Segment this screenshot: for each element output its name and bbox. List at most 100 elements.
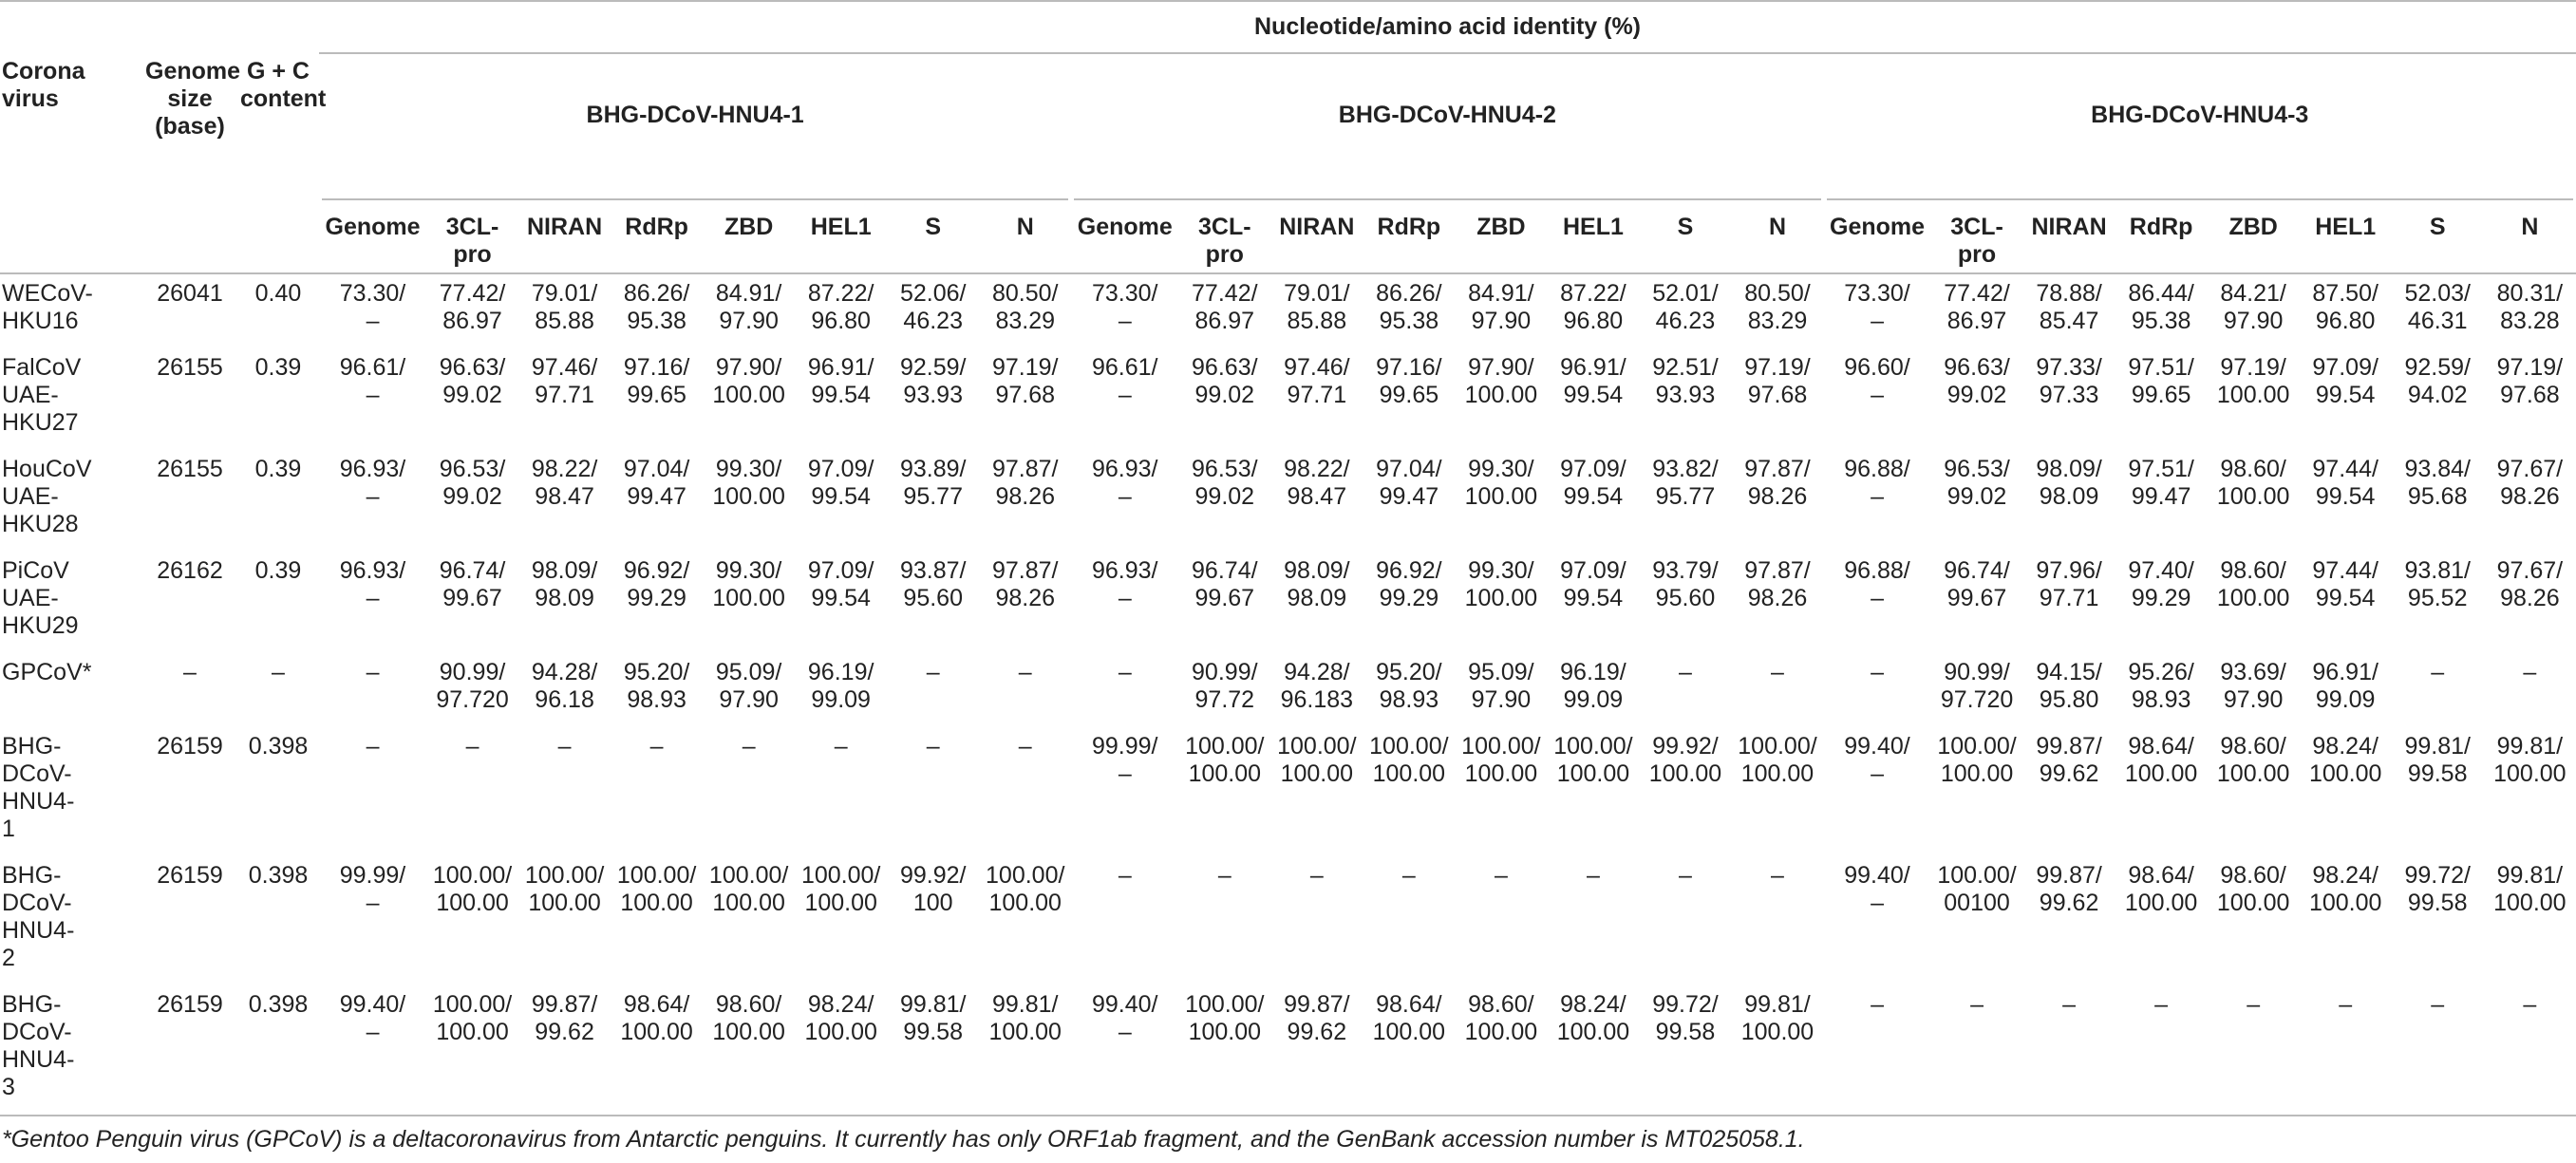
subcolumn-header: NIRAN: [518, 200, 611, 273]
cell: 79.01/ 85.88: [518, 273, 611, 348]
cell: 99.99/ –: [319, 856, 426, 985]
cell: 99.81/ 99.58: [2392, 727, 2484, 856]
subcolumn-header: NIRAN: [2023, 200, 2115, 273]
cell: 93.87/ 95.60: [887, 552, 979, 653]
subcolumn-header: RdRp: [2115, 200, 2208, 273]
group-header: BHG-DCoV-HNU4-1: [319, 54, 1071, 200]
cell: 52.03/ 46.31: [2392, 273, 2484, 348]
cell: 96.74/ 99.67: [1178, 552, 1270, 653]
cell: 95.26/ 98.93: [2115, 653, 2208, 727]
cell: –: [2484, 985, 2576, 1116]
cell: –: [1270, 856, 1363, 985]
cell: 100.00/ 00100: [1931, 856, 2023, 985]
spacer: [237, 200, 319, 273]
cell: –: [887, 653, 979, 727]
cell: 26155: [142, 348, 237, 450]
virus-name: HouCoV UAE- HKU28: [0, 450, 142, 552]
cell: 86.26/ 95.38: [611, 273, 703, 348]
cell: 97.67/ 98.26: [2484, 450, 2576, 552]
cell: –: [979, 653, 1071, 727]
cell: 97.51/ 99.65: [2115, 348, 2208, 450]
cell: 99.92/ 100.00: [1639, 727, 1731, 856]
cell: 97.51/ 99.47: [2115, 450, 2208, 552]
cell: 84.91/ 97.90: [703, 273, 795, 348]
subcolumn-header: ZBD: [1455, 200, 1547, 273]
cell: 95.09/ 97.90: [703, 653, 795, 727]
cell: 97.09/ 99.54: [795, 450, 887, 552]
cell: 100.00/ 100.00: [1547, 727, 1639, 856]
spacer: [142, 200, 237, 273]
cell: 97.09/ 99.54: [795, 552, 887, 653]
cell: 77.42/ 86.97: [1178, 273, 1270, 348]
cell: 97.33/ 97.33: [2023, 348, 2115, 450]
spacer: [142, 1, 237, 54]
subcolumn-header: RdRp: [1363, 200, 1455, 273]
cell: 96.93/ –: [319, 552, 426, 653]
cell: 96.91/ 99.54: [795, 348, 887, 450]
cell: 97.90/ 100.00: [1455, 348, 1547, 450]
cell: 99.99/ –: [1071, 727, 1178, 856]
cell: –: [2023, 985, 2115, 1116]
cell: 100.00/ 100.00: [979, 856, 1071, 985]
cell: 99.72/ 99.58: [2392, 856, 2484, 985]
cell: 93.84/ 95.68: [2392, 450, 2484, 552]
cell: –: [2484, 653, 2576, 727]
cell: 73.30/ –: [319, 273, 426, 348]
subcolumn-header: 3CL- pro: [1178, 200, 1270, 273]
cell: 96.93/ –: [1071, 450, 1178, 552]
cell: 99.30/ 100.00: [703, 552, 795, 653]
cell: 0.39: [237, 348, 319, 450]
cell: –: [1639, 856, 1731, 985]
cell: 99.81/ 100.00: [2484, 727, 2576, 856]
group-header: BHG-DCoV-HNU4-2: [1071, 54, 1823, 200]
cell: 73.30/ –: [1071, 273, 1178, 348]
cell: 97.67/ 98.26: [2484, 552, 2576, 653]
cell: 100.00/ 100.00: [426, 856, 518, 985]
cell: 99.81/ 100.00: [2484, 856, 2576, 985]
cell: 94.15/ 95.80: [2023, 653, 2115, 727]
cell: 98.64/ 100.00: [2115, 727, 2208, 856]
subcolumn-header: NIRAN: [1270, 200, 1363, 273]
cell: 96.61/ –: [1071, 348, 1178, 450]
cell: 98.60/ 100.00: [2208, 450, 2300, 552]
cell: 93.81/ 95.52: [2392, 552, 2484, 653]
cell: 97.09/ 99.54: [1547, 552, 1639, 653]
cell: 0.39: [237, 450, 319, 552]
virus-name: PiCoV UAE- HKU29: [0, 552, 142, 653]
cell: –: [2300, 985, 2392, 1116]
spacer: [0, 1, 142, 54]
cell: 0.398: [237, 856, 319, 985]
cell: 99.81/ 100.00: [979, 985, 1071, 1116]
cell: 97.87/ 98.26: [979, 450, 1071, 552]
cell: –: [703, 727, 795, 856]
subcolumn-header: N: [979, 200, 1071, 273]
cell: 99.92/ 100: [887, 856, 979, 985]
cell: 97.46/ 97.71: [1270, 348, 1363, 450]
subcolumn-header: Genome: [1071, 200, 1178, 273]
cell: 97.04/ 99.47: [611, 450, 703, 552]
cell: 100.00/ 100.00: [703, 856, 795, 985]
cell: 99.81/ 99.58: [887, 985, 979, 1116]
cell: 26159: [142, 727, 237, 856]
cell: 97.09/ 99.54: [2300, 348, 2392, 450]
subcolumn-header: HEL1: [2300, 200, 2392, 273]
virus-name: BHG- DCoV- HNU4- 3: [0, 985, 142, 1116]
cell: 77.42/ 86.97: [1931, 273, 2023, 348]
cell: 0.39: [237, 552, 319, 653]
cell: 99.87/ 99.62: [1270, 985, 1363, 1116]
cell: 86.26/ 95.38: [1363, 273, 1455, 348]
cell: 73.30/ –: [1824, 273, 1931, 348]
cell: 98.24/ 100.00: [1547, 985, 1639, 1116]
cell: 97.46/ 97.71: [518, 348, 611, 450]
column-header: Corona virus: [0, 54, 142, 200]
cell: 90.99/ 97.72: [1178, 653, 1270, 727]
cell: 100.00/ 100.00: [1270, 727, 1363, 856]
cell: 98.24/ 100.00: [795, 985, 887, 1116]
cell: 97.90/ 100.00: [703, 348, 795, 450]
cell: 97.16/ 99.65: [1363, 348, 1455, 450]
cell: 96.88/ –: [1824, 552, 1931, 653]
cell: 96.61/ –: [319, 348, 426, 450]
cell: 97.19/ 100.00: [2208, 348, 2300, 450]
cell: 26159: [142, 985, 237, 1116]
